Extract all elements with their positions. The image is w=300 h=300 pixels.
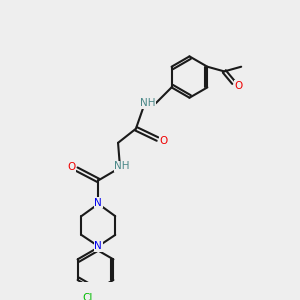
Text: N: N <box>94 241 102 251</box>
Text: Cl: Cl <box>83 293 93 300</box>
Text: O: O <box>234 80 242 91</box>
Text: O: O <box>67 162 75 172</box>
Text: NH: NH <box>140 98 156 108</box>
Text: N: N <box>94 198 102 208</box>
Text: NH: NH <box>114 161 130 171</box>
Text: O: O <box>159 136 167 146</box>
